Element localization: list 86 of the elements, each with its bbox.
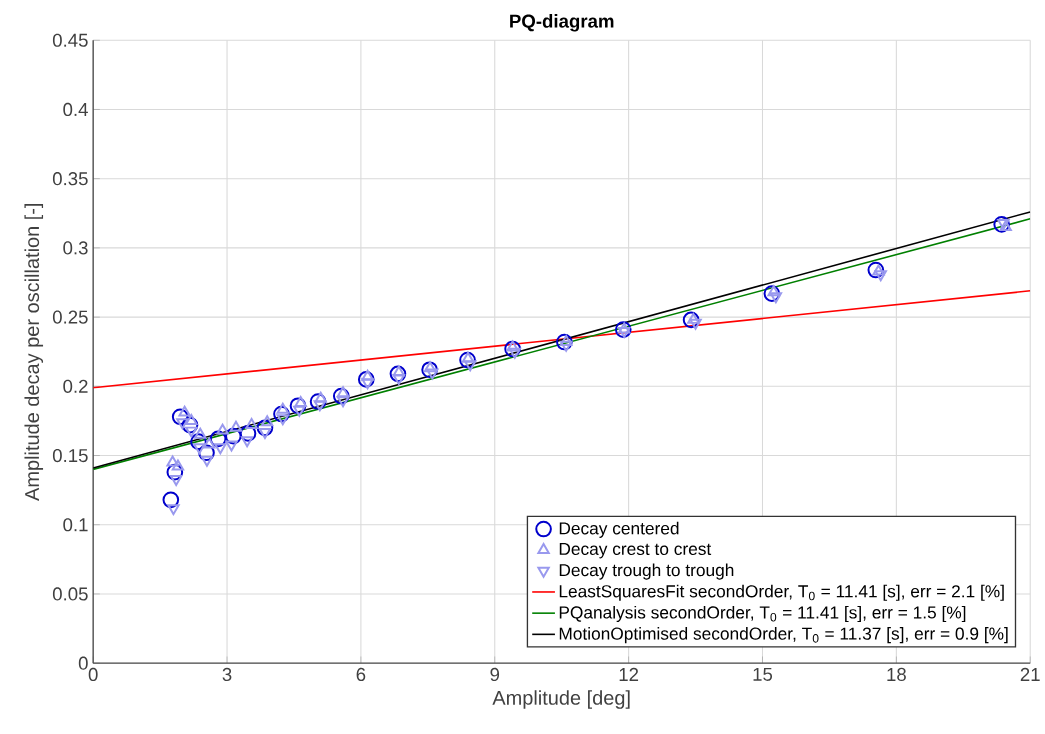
- x-tick-label: 9: [490, 668, 500, 682]
- point: [508, 347, 522, 359]
- legend-label: Decay trough to trough: [559, 563, 734, 580]
- point: [504, 340, 521, 358]
- point: [171, 408, 189, 426]
- point: [162, 491, 180, 509]
- x-tick-label: 15: [753, 668, 773, 682]
- x-tick-label: 21: [1020, 668, 1040, 682]
- point: [309, 393, 327, 411]
- y-tick-label: 0.15: [52, 449, 88, 463]
- point: [198, 444, 215, 462]
- point: [763, 285, 781, 303]
- point: [214, 443, 227, 455]
- point: [289, 397, 307, 415]
- point: [190, 433, 207, 451]
- point: [245, 418, 258, 430]
- y-tick-label: 0.3: [63, 241, 88, 255]
- chart-title: PQ-diagram: [510, 14, 614, 32]
- legend-label: LeastSquaresFit secondOrder, T$_{0}$ = 11.41 [s], err = 2.1 [%]: [559, 584, 1004, 601]
- point: [181, 416, 199, 434]
- point: [867, 261, 885, 279]
- x-tick-label: 3: [222, 668, 232, 682]
- point: [423, 361, 437, 373]
- point: [261, 415, 274, 427]
- y-tick-label: 0.1: [63, 518, 88, 532]
- point: [617, 322, 631, 334]
- point: [336, 386, 350, 398]
- point: [193, 443, 206, 455]
- x-tick-label: 12: [619, 668, 639, 682]
- point: [617, 327, 631, 339]
- point: [313, 400, 327, 412]
- legend-label: Decay crest to crest: [559, 543, 712, 559]
- point: [559, 340, 573, 352]
- point: [767, 285, 780, 297]
- point: [176, 418, 189, 430]
- point: [171, 459, 185, 471]
- x-tick-label: 6: [356, 668, 366, 682]
- point: [361, 378, 374, 390]
- point: [240, 436, 254, 448]
- point: [392, 374, 406, 386]
- point: [273, 405, 290, 423]
- point: [361, 369, 374, 381]
- point: [336, 396, 350, 408]
- y-tick-label: 0: [78, 656, 88, 670]
- y-tick-label: 0.4: [63, 103, 88, 117]
- point: [614, 321, 632, 339]
- legend-label: Decay centered: [559, 521, 679, 539]
- legend-label: MotionOptimised secondOrder, T$_{0}$ = 11.37 [s], err = 0.9 [%]: [559, 627, 1008, 644]
- point: [225, 440, 238, 452]
- point: [169, 475, 183, 487]
- x-tick-label: 18: [887, 668, 906, 682]
- point: [166, 463, 184, 481]
- y-tick-label: 0.25: [52, 310, 88, 324]
- point: [256, 419, 274, 437]
- x-axis-title: Amplitude [deg]: [492, 690, 630, 709]
- point: [185, 426, 198, 438]
- point: [421, 361, 438, 379]
- point: [166, 455, 179, 467]
- legend-label: PQanalysis secondOrder, T$_{0}$ = 11.41 [s], err = 1.5 [%]: [559, 606, 966, 623]
- point: [229, 421, 243, 432]
- point: [216, 423, 229, 435]
- point: [167, 504, 180, 516]
- point: [332, 387, 350, 405]
- point: [203, 437, 216, 449]
- point: [209, 430, 227, 448]
- point: [194, 427, 207, 439]
- point: [559, 335, 573, 347]
- y-axis-title: Amplitude decay per oscillation [-]: [24, 204, 44, 502]
- point: [682, 311, 700, 329]
- point: [392, 365, 406, 377]
- y-tick-label: 0.2: [63, 379, 88, 394]
- y-tick-label: 0.35: [52, 172, 88, 186]
- point: [426, 368, 439, 380]
- point: [258, 428, 272, 440]
- point: [769, 292, 783, 304]
- point: [357, 371, 375, 388]
- point: [239, 425, 257, 442]
- point: [200, 455, 214, 467]
- point: [389, 365, 407, 383]
- point: [556, 333, 573, 351]
- point: [459, 351, 476, 369]
- y-tick-label: 0.05: [52, 587, 88, 601]
- y-tick-label: 0.45: [52, 33, 88, 47]
- point: [224, 427, 242, 445]
- point: [461, 351, 475, 363]
- x-tick-label: 0: [88, 668, 98, 682]
